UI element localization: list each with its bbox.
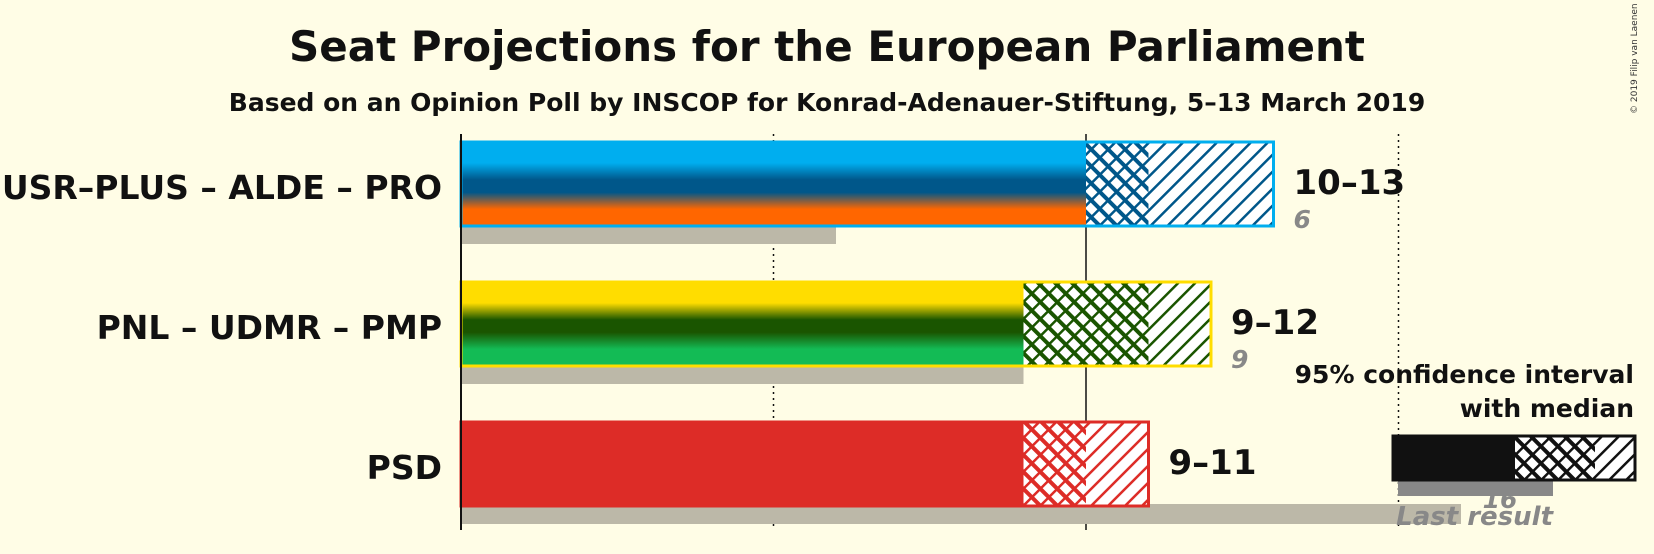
legend-ci-lower (1515, 436, 1595, 480)
bar-ci-upper (1148, 142, 1274, 226)
bar-ci-lower (1023, 422, 1086, 506)
bar-solid (461, 422, 1024, 506)
bar-solid (461, 142, 1086, 226)
last-result-bar (461, 504, 1461, 524)
range-label: 9–12 (1231, 303, 1319, 343)
bar-ci-upper (1148, 282, 1211, 366)
party-label: PSD (367, 448, 442, 487)
range-label: 10–13 (1294, 163, 1406, 203)
chart-title: Seat Projections for the European Parlia… (289, 22, 1365, 71)
legend-ci-upper (1595, 436, 1635, 480)
last-result-label: 16 (1483, 485, 1518, 514)
legend-last-result-label: Last result (1396, 502, 1554, 532)
last-result-label: 6 (1294, 205, 1311, 234)
chart-subtitle: Based on an Opinion Poll by INSCOP for K… (228, 88, 1426, 117)
bar-solid (461, 282, 1024, 366)
party-label: USR–PLUS – ALDE – PRO (2, 168, 442, 207)
last-result-label: 9 (1231, 345, 1248, 374)
legend-last-result-bar (1398, 478, 1553, 496)
legend-title-line1: 95% confidence interval (1295, 360, 1634, 389)
party-label: PNL – UDMR – PMP (97, 308, 442, 347)
legend-outline (1391, 434, 1637, 482)
bar-ci-lower (1086, 142, 1149, 226)
last-result-bar (461, 364, 1024, 384)
legend-solid (1393, 436, 1515, 480)
range-label: 9–11 (1169, 443, 1257, 483)
legend-title-line2: with median (1460, 394, 1634, 423)
last-result-bar (461, 224, 836, 244)
bar-ci-lower (1023, 282, 1149, 366)
bar-ci-upper (1086, 422, 1149, 506)
